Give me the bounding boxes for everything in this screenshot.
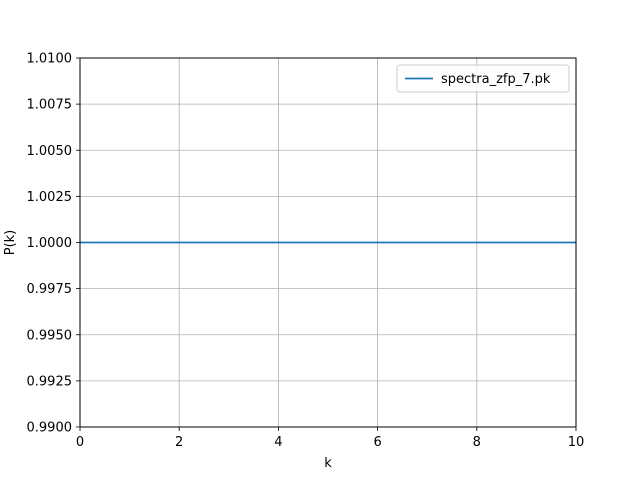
x-tick-label: 8 [473, 435, 481, 450]
y-tick-label: 0.9975 [27, 282, 73, 297]
y-axis-ticks: 0.9900 0.9925 0.9950 0.9975 1.0000 1.0025 1.00… [27, 52, 80, 436]
x-tick-label: 4 [274, 435, 282, 450]
y-tick-label: 0.9900 [27, 421, 73, 436]
x-tick-label: 6 [373, 435, 381, 450]
x-axis-ticks: 0 2 4 6 8 10 [76, 427, 584, 450]
y-tick-label: 1.0075 [27, 98, 73, 113]
x-tick-label: 0 [76, 435, 84, 450]
y-tick-label: 1.0050 [27, 144, 73, 159]
y-axis-label: P(k) [3, 230, 18, 256]
y-tick-label: 0.9925 [27, 374, 73, 389]
y-tick-label: 1.0100 [27, 52, 73, 67]
legend-label: spectra_zfp_7.pk [441, 72, 551, 87]
legend: spectra_zfp_7.pk [396, 64, 570, 93]
x-axis-label: k [324, 456, 332, 471]
y-tick-label: 0.9950 [27, 328, 73, 343]
y-tick-label: 1.0025 [27, 190, 73, 205]
x-tick-label: 2 [175, 435, 183, 450]
legend-box [396, 64, 570, 93]
y-tick-label: 1.0000 [27, 236, 73, 251]
x-tick-label: 10 [568, 435, 585, 450]
